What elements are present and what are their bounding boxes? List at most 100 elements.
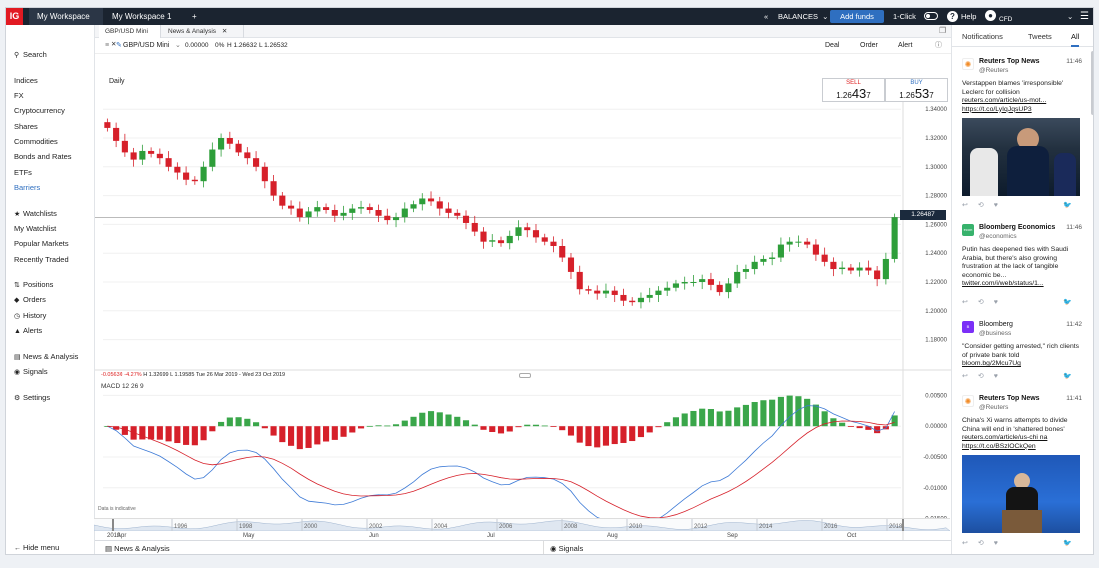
- news-link[interactable]: twitter.com/i/web/status/1...: [962, 280, 1044, 287]
- sidebar-item-signals[interactable]: ◉ Signals: [14, 367, 48, 376]
- popout-icon[interactable]: ❐: [939, 26, 947, 35]
- price-chart[interactable]: 1.34000 1.32000 1.30000 1.28000 1.26000 1.240…: [95, 54, 951, 540]
- tab-notifications[interactable]: Notifications: [962, 32, 1003, 41]
- sidebar-item-popular-markets[interactable]: Popular Markets: [14, 239, 69, 248]
- retweet-icon[interactable]: ⟲: [977, 299, 984, 306]
- navigator-handle-left[interactable]: [112, 519, 114, 531]
- macd-histogram-bar: [532, 424, 540, 427]
- candle-body: [121, 140, 128, 153]
- sidebar-item-settings[interactable]: ⚙ Settings: [14, 393, 50, 402]
- news-link[interactable]: bloom.bg/2Mcu7Ug: [962, 360, 1021, 367]
- twitter-icon[interactable]: 🐦: [1063, 202, 1072, 209]
- sidebar-item-watchlists[interactable]: ★ Watchlists: [14, 209, 57, 218]
- macd-histogram-bar: [506, 426, 513, 432]
- reply-icon[interactable]: ↩: [962, 299, 968, 306]
- reply-icon[interactable]: ↩: [962, 202, 968, 209]
- sidebar-item-recently-traded[interactable]: Recently Traded: [14, 255, 69, 264]
- alert-button[interactable]: Alert: [898, 42, 913, 49]
- navigator-strip[interactable]: 1996 1998 2000 2002 2004 2006 2008 2010 2012 2014…: [93, 518, 951, 532]
- pencil-icon[interactable]: ✎: [116, 42, 122, 49]
- candle-body: [882, 258, 889, 280]
- macd-histogram-bar: [550, 426, 557, 427]
- reply-icon[interactable]: ↩: [962, 373, 968, 380]
- like-icon[interactable]: ♥: [993, 373, 998, 380]
- balances-button[interactable]: BALANCES ⌄: [778, 8, 828, 25]
- tab-all[interactable]: All: [1071, 32, 1080, 47]
- news-item[interactable]: B Bloomberg @business 11:42 "Consider ge…: [962, 321, 1082, 369]
- sidebar-item-news[interactable]: ▤ News & Analysis: [14, 352, 78, 361]
- sidebar-item-shares[interactable]: Shares: [14, 122, 38, 131]
- help-icon[interactable]: ?: [947, 11, 958, 22]
- sidebar-item-barriers[interactable]: Barriers: [14, 183, 41, 192]
- retweet-icon[interactable]: ⟲: [977, 540, 984, 547]
- workspace-tab[interactable]: My Workspace 1: [112, 12, 172, 21]
- navigator-handle-right[interactable]: [902, 519, 904, 531]
- news-link[interactable]: reuters.com/article/us-chi na https://t.…: [962, 434, 1048, 450]
- sidebar-item-bonds[interactable]: Bonds and Rates: [14, 152, 72, 161]
- navigator-year-label: 2014: [759, 524, 773, 530]
- user-avatar-icon[interactable]: ●: [985, 10, 996, 21]
- bottom-news-tab[interactable]: ▤ News & Analysis: [105, 541, 170, 554]
- like-icon[interactable]: ♥: [993, 202, 998, 209]
- y-tick-label: 1.24000: [925, 251, 947, 257]
- help-link[interactable]: Help: [961, 12, 977, 21]
- candle-body: [646, 294, 653, 298]
- candle-body: [655, 290, 662, 295]
- sidebar-item-orders[interactable]: ◆ Orders: [14, 295, 46, 304]
- sidebar-item-fx[interactable]: FX: [14, 91, 24, 100]
- candle-body: [769, 257, 776, 259]
- twitter-icon[interactable]: 🐦: [1063, 373, 1072, 380]
- candle-body: [349, 208, 356, 213]
- news-item[interactable]: ✺ Reuters Top News @Reuters 11:46 Versta…: [962, 58, 1082, 196]
- like-icon[interactable]: ♥: [993, 540, 998, 547]
- buy-button[interactable]: BUY 1.26537: [885, 78, 948, 102]
- hide-menu-button[interactable]: ← Hide menu: [14, 543, 59, 552]
- sidebar-item-commodities[interactable]: Commodities: [14, 137, 58, 146]
- collapse-left-icon[interactable]: «: [764, 12, 769, 21]
- macd-histogram-bar: [637, 426, 645, 438]
- sidebar-item-indices[interactable]: Indices: [14, 76, 38, 85]
- sidebar-item-etfs[interactable]: ETFs: [14, 168, 32, 177]
- bottom-signals-tab[interactable]: ◉ Signals: [550, 541, 583, 554]
- account-dropdown-chevron-icon[interactable]: ⌄: [1067, 12, 1074, 21]
- workspace-tab-active[interactable]: My Workspace ⌄: [29, 8, 103, 38]
- sidebar-item-cryptocurrency[interactable]: Cryptocurrency: [14, 106, 65, 115]
- pane-resize-handle[interactable]: [519, 373, 531, 378]
- chevron-down-icon[interactable]: ⌄: [175, 42, 181, 49]
- twitter-icon[interactable]: 🐦: [1063, 540, 1072, 547]
- news-item[interactable]: econ Bloomberg Economics @economics 11:4…: [962, 224, 1082, 289]
- sidebar-item-positions[interactable]: ⇅ Positions: [14, 280, 53, 289]
- order-button[interactable]: Order: [860, 42, 878, 49]
- news-link[interactable]: reuters.com/article/us-mot... https://t.…: [962, 97, 1047, 113]
- tab-gbpusd[interactable]: GBP/USD Mini ✕: [99, 25, 161, 48]
- sidebar-item-history[interactable]: ◷ History: [14, 311, 46, 320]
- search-button[interactable]: ⚲ Search: [14, 50, 47, 59]
- add-workspace-button[interactable]: +: [192, 12, 197, 21]
- macd-histogram-bar: [699, 408, 706, 427]
- like-icon[interactable]: ♥: [993, 299, 998, 306]
- tab-news[interactable]: News & Analysis ✕: [162, 25, 244, 38]
- retweet-icon[interactable]: ⟲: [977, 202, 984, 209]
- hamburger-icon[interactable]: ≡: [105, 42, 110, 49]
- news-actions: ↩ ⟲ ♥ 🐦: [962, 539, 1082, 549]
- macd-histogram-bar: [156, 426, 163, 440]
- reply-icon[interactable]: ↩: [962, 540, 968, 547]
- add-funds-button[interactable]: Add funds: [830, 10, 884, 23]
- scrollbar[interactable]: [1091, 51, 1093, 115]
- sell-button[interactable]: SELL 1.26437: [822, 78, 885, 102]
- menu-list-icon[interactable]: ☰: [1080, 11, 1089, 22]
- sidebar-item-alerts[interactable]: ▲ Alerts: [14, 326, 42, 335]
- instrument-name[interactable]: GBP/USD Mini: [123, 42, 170, 49]
- twitter-icon[interactable]: 🐦: [1063, 299, 1072, 306]
- news-item[interactable]: ✺ Reuters Top News @Reuters 11:41 China'…: [962, 395, 1082, 533]
- close-icon[interactable]: ✕: [111, 41, 117, 48]
- close-icon[interactable]: ✕: [221, 28, 228, 35]
- navigator-chart[interactable]: 1996 1998 2000 2002 2004 2006 2008 2010 2012 2014…: [93, 519, 951, 532]
- deal-button[interactable]: Deal: [825, 42, 840, 49]
- one-click-toggle[interactable]: [924, 12, 938, 20]
- retweet-icon[interactable]: ⟲: [977, 373, 984, 380]
- info-icon[interactable]: ⓘ: [935, 42, 942, 49]
- tab-tweets[interactable]: Tweets: [1028, 32, 1052, 41]
- sidebar-item-my-watchlist[interactable]: My Watchlist: [14, 224, 57, 233]
- macd-histogram-bar: [454, 416, 461, 427]
